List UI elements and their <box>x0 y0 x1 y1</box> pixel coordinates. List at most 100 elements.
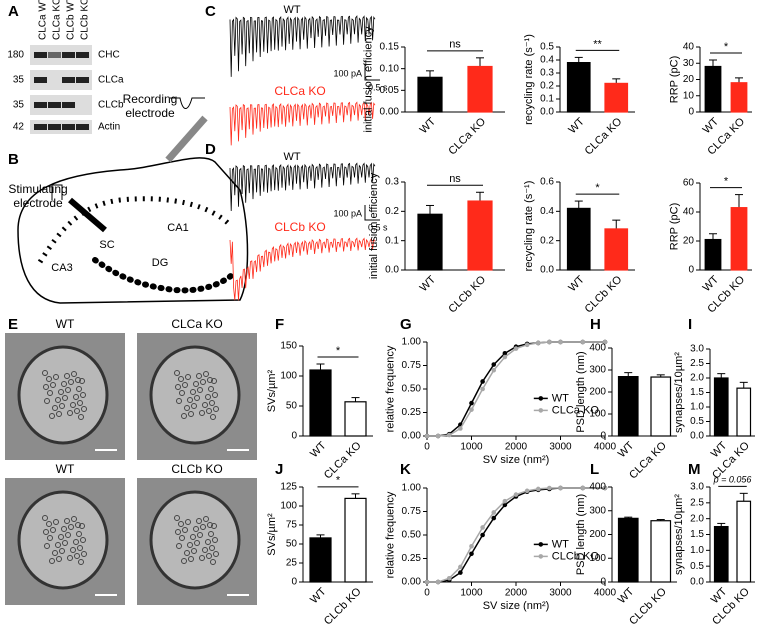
significance-label: p = 0.056 <box>713 475 752 485</box>
current-trace <box>229 15 376 77</box>
em-vesicle <box>42 370 48 376</box>
band <box>62 77 75 83</box>
y-tick-label: 300 <box>589 505 606 516</box>
em-vesicle <box>49 558 55 564</box>
y-tick-label: 1.5 <box>690 387 704 398</box>
slice-diagram <box>17 97 249 304</box>
series-marker <box>469 407 474 412</box>
y-tick-label: 75 <box>286 520 298 531</box>
diagram-label: electrode <box>125 106 175 120</box>
band <box>34 77 47 83</box>
y-tick-label: 0.0 <box>690 431 704 442</box>
em-terminal <box>149 490 241 590</box>
em-vesicle <box>43 384 49 390</box>
series-marker <box>502 502 508 508</box>
band <box>62 52 75 58</box>
band <box>34 102 47 108</box>
bar <box>650 520 672 583</box>
x-tick-label: WT <box>566 273 587 294</box>
scale-label: 0.5 s <box>368 82 388 92</box>
em-vesicle <box>209 545 215 551</box>
trace-label: WT <box>283 151 300 163</box>
em-vesicle <box>77 400 83 406</box>
em-vesicle <box>65 387 71 393</box>
significance-label: * <box>336 475 341 487</box>
em-vesicle <box>187 397 193 403</box>
em-vesicle <box>203 516 209 522</box>
em-vesicle <box>46 376 52 382</box>
em-vesicle <box>191 548 197 554</box>
bar <box>467 200 493 271</box>
bar <box>344 497 367 583</box>
trace-label: WT <box>283 4 300 16</box>
region-label: SC <box>99 239 114 251</box>
y-tick-label: 0.00 <box>402 577 422 588</box>
em-vesicle <box>188 556 194 562</box>
lane-label: CLCb KO <box>80 0 91 40</box>
x-tick-label: WT <box>701 273 722 294</box>
current-trace <box>229 237 376 301</box>
y-axis-label: SVs/µm² <box>266 513 278 556</box>
em-vesicle <box>210 559 216 565</box>
region-label: CA3 <box>51 262 72 274</box>
bar <box>604 82 629 113</box>
em-vesicle <box>176 398 182 404</box>
y-tick-label: 0.00 <box>402 431 422 442</box>
bar <box>417 213 443 271</box>
band <box>34 52 47 58</box>
y-tick-label: 2.5 <box>690 358 704 369</box>
em-vesicle <box>68 524 74 530</box>
legend-marker <box>538 396 544 401</box>
em-vesicle <box>47 390 53 396</box>
y-tick-label: 100 <box>589 409 606 420</box>
x-axis-label: SV size (nm²) <box>483 600 550 612</box>
band <box>76 77 89 83</box>
bar <box>566 207 591 271</box>
blot-image <box>30 45 92 134</box>
band <box>48 52 61 58</box>
em-vesicle <box>175 529 181 535</box>
em-vesicle <box>78 414 84 420</box>
band <box>76 52 89 58</box>
em-vesicle <box>73 539 79 545</box>
em-vesicle <box>47 535 53 541</box>
region-label: DG <box>152 257 169 269</box>
y-tick-label: 0.15 <box>380 42 400 53</box>
legend-label: CLCa KO <box>552 404 600 416</box>
band-label: CHC <box>98 50 120 61</box>
y-tick-label: 100 <box>589 553 606 564</box>
em-vesicle <box>43 529 49 535</box>
em-vesicle <box>205 539 211 545</box>
y-tick-label: 2.0 <box>690 373 704 384</box>
em-label: WT <box>56 317 75 331</box>
em-vesicle <box>70 402 76 408</box>
y-axis-label: SVs/µm² <box>266 369 278 412</box>
y-tick-label: 20 <box>683 236 695 247</box>
x-tick-label: CLCb KO <box>446 273 488 315</box>
em-vesicle <box>53 519 59 525</box>
y-axis-label: relative frequency <box>385 345 397 432</box>
series-marker <box>513 492 519 497</box>
em-vesicle <box>193 526 199 532</box>
x-tick-label: 4000 <box>594 442 617 453</box>
series-marker <box>491 367 497 373</box>
y-tick-label: 0.3 <box>385 177 399 188</box>
panel-label: C <box>205 3 216 20</box>
em-vesicle <box>56 556 62 562</box>
y-axis-label: PSD length (nm) <box>575 351 587 432</box>
y-tick-label: 0.4 <box>540 206 554 217</box>
em-vesicle <box>174 515 180 521</box>
series-marker <box>469 543 474 549</box>
panel-label: F <box>275 316 284 333</box>
em-vesicle <box>210 414 216 420</box>
em-vesicle <box>62 395 68 401</box>
y-tick-label: 60 <box>683 178 695 189</box>
em-vesicle <box>199 410 205 416</box>
em-vesicle <box>213 406 219 412</box>
bar <box>704 65 722 113</box>
significance-label: * <box>724 176 729 188</box>
y-tick-label: 100 <box>280 501 297 512</box>
em-vesicle <box>209 400 215 406</box>
em-vesicle <box>44 398 50 404</box>
